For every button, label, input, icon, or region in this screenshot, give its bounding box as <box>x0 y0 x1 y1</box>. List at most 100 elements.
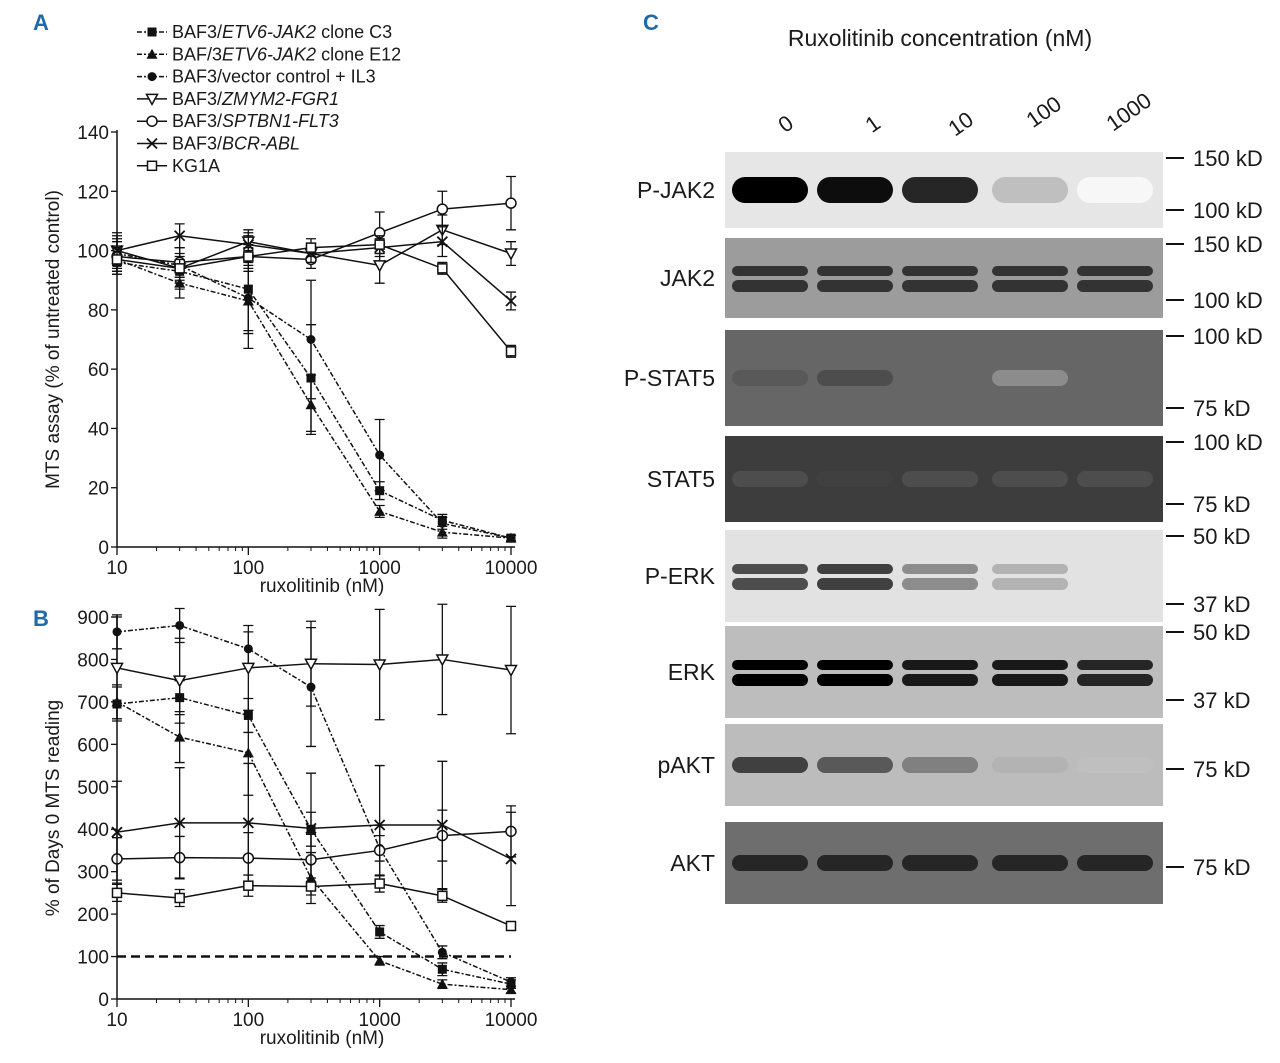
data-point <box>374 239 385 250</box>
y-tick-label: 800 <box>77 650 109 671</box>
blot-label: ERK <box>668 659 716 685</box>
y-tick-label: 500 <box>77 778 109 799</box>
band <box>817 855 893 871</box>
y-tick-label: 60 <box>88 360 109 381</box>
band <box>732 370 808 386</box>
blot-label: JAK2 <box>660 265 715 291</box>
band <box>902 757 978 773</box>
data-point <box>242 747 254 758</box>
data-point <box>174 731 186 742</box>
band <box>732 578 808 590</box>
band <box>992 674 1068 686</box>
band <box>902 471 978 487</box>
data-point <box>437 263 448 274</box>
data-point <box>505 853 517 865</box>
mw-label: 50 kD <box>1193 620 1250 645</box>
data-point <box>505 197 517 209</box>
band <box>902 855 978 871</box>
band <box>817 578 893 590</box>
band <box>732 660 808 670</box>
band <box>992 177 1068 203</box>
concentration-label: 1000 <box>1101 88 1155 137</box>
data-point <box>504 248 518 261</box>
mw-label: 75 kD <box>1193 855 1250 880</box>
series <box>112 229 516 543</box>
mw-label: 100 kD <box>1193 198 1263 223</box>
legend-label-pre: BAF/3 <box>172 44 222 64</box>
y-tick-label: 100 <box>77 242 109 263</box>
band <box>817 471 893 487</box>
y-tick-label: 600 <box>77 735 109 756</box>
band <box>817 674 893 686</box>
series-line <box>116 261 512 539</box>
blot-membrane <box>725 530 1163 622</box>
data-point <box>175 620 185 630</box>
band <box>992 471 1068 487</box>
data-point <box>437 890 448 902</box>
blot-label: pAKT <box>657 752 715 778</box>
y-tick-label: 700 <box>77 693 109 714</box>
y-tick-label: 300 <box>77 863 109 884</box>
data-point <box>374 505 386 516</box>
blot-label: P-ERK <box>645 563 716 589</box>
data-point <box>305 399 317 410</box>
data-point <box>305 822 317 835</box>
data-point <box>375 927 385 937</box>
legend-marker <box>147 27 157 37</box>
legend-item: BAF3/SPTBN1-FLT3 <box>137 111 339 131</box>
band <box>992 660 1068 670</box>
y-tick-label: 900 <box>77 608 109 629</box>
mw-label: 150 kD <box>1193 146 1263 171</box>
legend-marker <box>146 160 158 172</box>
mw-label: 75 kD <box>1193 757 1250 782</box>
blot-membrane <box>725 238 1163 318</box>
blot-label: P-JAK2 <box>637 177 715 203</box>
blot-row: STAT5 100 kD 75 kD <box>647 430 1263 522</box>
band <box>902 177 978 203</box>
band <box>817 370 893 386</box>
legend-item: KG1A <box>137 156 220 176</box>
legend-label: BAF/3ETV6-JAK2 clone E12 <box>172 44 401 64</box>
band <box>1077 855 1153 871</box>
series <box>111 246 517 543</box>
y-tick-label: 40 <box>88 419 109 440</box>
legend-marker <box>145 93 159 106</box>
data-point <box>241 662 256 675</box>
legend-item: BAF/3ETV6-JAK2 clone E12 <box>137 44 401 64</box>
data-point <box>372 260 387 273</box>
data-point <box>505 920 517 932</box>
series <box>112 241 516 543</box>
data-point <box>436 203 449 215</box>
data-point <box>243 880 254 891</box>
band <box>1077 280 1153 292</box>
band <box>992 564 1068 574</box>
legend-label-italic: ZMYM2-FGR1 <box>221 89 339 109</box>
data-point <box>436 978 448 989</box>
legend-label: BAF3/vector control + IL3 <box>172 67 376 87</box>
band <box>902 660 978 670</box>
y-tick-label: 100 <box>77 948 109 969</box>
legend-item: BAF3/vector control + IL3 <box>137 67 376 87</box>
data-point <box>305 881 317 892</box>
panel-label-b: B <box>33 606 49 631</box>
band <box>992 578 1068 590</box>
band <box>732 471 808 487</box>
legend-item: BAF3/ZMYM2-FGR1 <box>137 89 339 109</box>
mw-label: 50 kD <box>1193 524 1250 549</box>
data-point <box>505 295 517 307</box>
legend-label-pre: BAF3/ <box>172 89 222 109</box>
concentration-label: 10 <box>944 107 978 142</box>
blot-membrane <box>725 626 1163 718</box>
data-point <box>436 526 448 537</box>
chart-b: 0 100 200 300 400 500 600 700 800 900 10 100 1000 100… <box>43 603 537 1049</box>
blot-row: JAK2 150 kD 100 kD <box>660 232 1263 318</box>
data-point <box>111 887 123 899</box>
y-tick-label: 0 <box>98 990 109 1011</box>
y-tick-label: 200 <box>77 905 109 926</box>
x-tick-label: 10 <box>106 1010 127 1031</box>
data-point <box>505 346 517 357</box>
band <box>902 674 978 686</box>
band <box>732 280 808 292</box>
data-point <box>174 892 185 904</box>
y-tick-label: 80 <box>88 301 109 322</box>
